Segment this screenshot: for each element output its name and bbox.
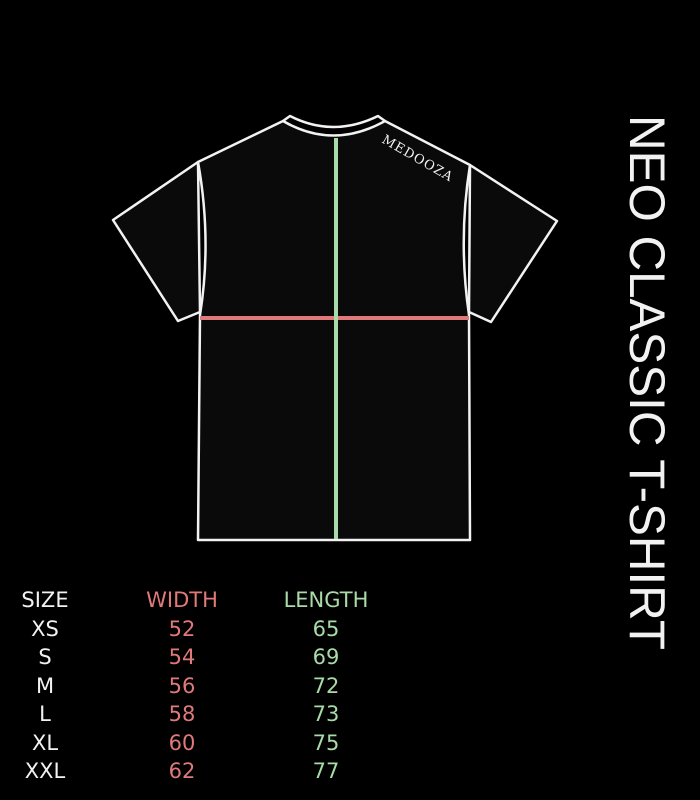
collar: [282, 114, 386, 129]
table-row: M 56 72: [0, 672, 400, 700]
width-cell: 62: [168, 759, 196, 783]
table-row: XXL 62 77: [0, 757, 400, 785]
length-cell: 75: [312, 730, 340, 755]
width-cell: 58: [168, 702, 196, 726]
size-cell: S: [38, 645, 52, 669]
table-row: XL 60 75: [0, 729, 400, 757]
length-cell: 72: [312, 673, 340, 698]
width-cell: 52: [168, 616, 196, 641]
product-title: NEO CLASSIC T-SHIRT: [619, 115, 675, 650]
header-length: LENGTH: [283, 588, 369, 612]
table-row: S 54 69: [0, 643, 400, 671]
width-cell: 56: [168, 673, 196, 698]
size-cell: L: [39, 702, 51, 726]
length-cell: 77: [312, 759, 340, 783]
header-size: SIZE: [21, 588, 69, 612]
size-cell: M: [35, 673, 55, 698]
size-cell: XXL: [24, 759, 66, 783]
table-header: SIZE WIDTH LENGTH: [0, 586, 400, 614]
length-cell: 69: [312, 645, 340, 669]
size-cell: XS: [31, 616, 59, 641]
length-cell: 65: [312, 616, 340, 641]
table-row: XS 52 65: [0, 615, 400, 643]
length-cell: 73: [312, 702, 340, 726]
left-sleeve: [111, 160, 202, 323]
width-cell: 60: [168, 730, 196, 755]
table-row: L 58 73: [0, 700, 400, 728]
width-cell: 54: [168, 645, 196, 669]
header-width: WIDTH: [146, 588, 218, 612]
size-cell: XL: [31, 730, 59, 755]
right-sleeve: [467, 163, 559, 324]
